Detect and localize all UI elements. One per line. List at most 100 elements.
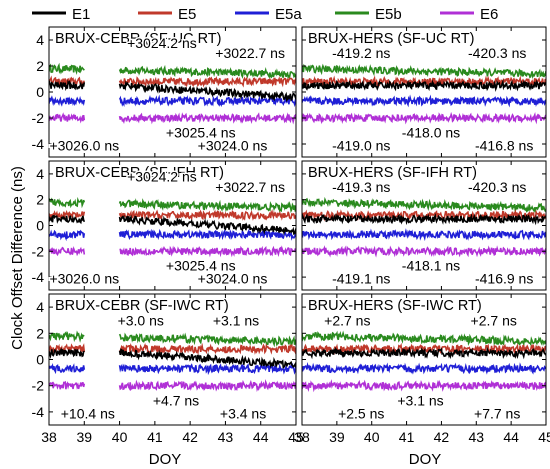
y-tick-label: 0 bbox=[36, 84, 44, 100]
series-line-e1 bbox=[302, 78, 546, 92]
annotation-label: +3024.2 ns bbox=[127, 35, 197, 51]
series-line-e6 bbox=[118, 378, 296, 392]
annotation-label: +3025.4 ns bbox=[166, 258, 236, 274]
annotation-label: -419.1 ns bbox=[332, 271, 390, 287]
series-group bbox=[49, 330, 296, 392]
panel-title: BRUX-HERS (SF-IWC RT) bbox=[308, 298, 482, 314]
annotation-label: -420.3 ns bbox=[468, 45, 526, 61]
y-tick-label: 0 bbox=[36, 218, 44, 234]
panel-2: BRUX-HERS (SF-UC RT)-419.2 ns -420.3 ns -4… bbox=[301, 26, 547, 158]
legend-label-e5: E5 bbox=[178, 6, 196, 23]
x-tick-label: 43 bbox=[468, 429, 484, 445]
series-line-e5b bbox=[302, 196, 546, 214]
series-line-e1 bbox=[49, 79, 86, 92]
annotation-label: +3024.0 ns bbox=[198, 138, 268, 154]
y-tick-label: -4 bbox=[32, 136, 45, 152]
y-tick-label: -4 bbox=[32, 269, 45, 285]
y-tick-label: -2 bbox=[32, 243, 45, 259]
x-tick-label: 42 bbox=[182, 429, 198, 445]
annotation-label: -418.1 ns bbox=[402, 258, 460, 274]
series-line-e5b bbox=[49, 196, 86, 209]
series-line-e5a bbox=[118, 228, 296, 241]
series-line-e5a bbox=[49, 363, 86, 375]
series-line-e5a bbox=[302, 228, 546, 242]
annotation-label: +10.4 ns bbox=[61, 405, 115, 421]
x-tick-label: 43 bbox=[218, 429, 234, 445]
series-line-e5a bbox=[49, 229, 86, 242]
x-axis-label-left: DOY bbox=[149, 451, 182, 468]
annotation-label: +3025.4 ns bbox=[166, 125, 236, 141]
series-line-e1 bbox=[302, 346, 546, 360]
y-tick-label: 4 bbox=[36, 299, 44, 315]
legend-label-e6: E6 bbox=[480, 6, 498, 23]
x-tick-label: 40 bbox=[112, 429, 128, 445]
x-tick-label: 41 bbox=[399, 429, 415, 445]
series-line-e1 bbox=[49, 214, 86, 225]
y-tick-label: 2 bbox=[36, 192, 44, 208]
legend-label-e5b: E5b bbox=[375, 6, 402, 23]
series-line-e5a bbox=[302, 94, 546, 108]
annotation-label: -418.0 ns bbox=[402, 125, 460, 141]
x-tick-label: 39 bbox=[76, 429, 92, 445]
annotation-label: +3024.0 ns bbox=[198, 271, 268, 287]
x-axis-label-right: DOY bbox=[409, 451, 442, 468]
series-line-e5b bbox=[302, 63, 546, 80]
annotation-label: +3024.2 ns bbox=[127, 169, 197, 185]
y-tick-label: -4 bbox=[32, 404, 45, 420]
series-line-e1 bbox=[118, 80, 296, 103]
y-tick-label: -2 bbox=[32, 378, 45, 394]
annotation-label: +3026.0 ns bbox=[49, 138, 119, 154]
annotation-label: +2.7 ns bbox=[471, 312, 517, 328]
series-line-e1 bbox=[302, 213, 546, 226]
series-line-e5a bbox=[118, 94, 296, 108]
series-line-e5b bbox=[302, 330, 546, 347]
series-group bbox=[302, 63, 546, 125]
x-tick-label: 42 bbox=[434, 429, 450, 445]
series-line-e5 bbox=[49, 75, 86, 87]
annotation-label: -416.8 ns bbox=[475, 138, 533, 154]
panel-1: 4 2 0 -2 -4 BRUX-CEBR (SF-UC RT)+3024.2 ns +30… bbox=[32, 26, 297, 158]
y-tick-label: 2 bbox=[36, 58, 44, 74]
annotation-label: -419.3 ns bbox=[332, 179, 390, 195]
panel-title: BRUX-CEBR (SF-IFH RT) bbox=[55, 165, 224, 181]
series-line-e5a bbox=[118, 362, 296, 376]
y-tick-label: 0 bbox=[36, 352, 44, 368]
y-axis-label: Clock Offset Difference (ns) bbox=[9, 166, 26, 350]
series-line-e1 bbox=[49, 347, 85, 360]
series-group bbox=[302, 196, 546, 258]
annotation-label: -420.3 ns bbox=[468, 179, 526, 195]
series-line-e5 bbox=[118, 75, 296, 88]
x-tick-label: 45 bbox=[288, 429, 304, 445]
annotation-label: -416.9 ns bbox=[475, 271, 533, 287]
x-tick-label: 40 bbox=[364, 429, 380, 445]
annotation-label: +3.4 ns bbox=[220, 405, 266, 421]
annotation-label: +2.7 ns bbox=[324, 312, 370, 328]
annotation-label: +2.5 ns bbox=[338, 405, 384, 421]
series-line-e5b bbox=[118, 332, 296, 348]
annotation-label: +3.1 ns bbox=[213, 312, 259, 328]
x-tick-label: 45 bbox=[538, 429, 550, 445]
x-tick-label: 38 bbox=[41, 429, 57, 445]
series-line-e6 bbox=[49, 380, 86, 390]
series-group bbox=[49, 62, 296, 125]
annotation-label: +3022.7 ns bbox=[215, 45, 285, 61]
panel-title: BRUX-CEBR (SF-IWC RT) bbox=[55, 298, 229, 314]
series-line-e5b bbox=[118, 198, 296, 214]
annotation-label: +4.7 ns bbox=[153, 392, 199, 408]
x-tick-label: 38 bbox=[294, 429, 310, 445]
x-tick-label: 41 bbox=[147, 429, 163, 445]
annotation-label: +3022.7 ns bbox=[215, 179, 285, 195]
annotation-label: -419.0 ns bbox=[332, 138, 390, 154]
series-line-e5a bbox=[49, 95, 86, 107]
series-line-e5b bbox=[49, 330, 85, 343]
series-line-e6 bbox=[302, 379, 546, 393]
x-tick-label: 39 bbox=[329, 429, 345, 445]
annotation-label: -419.2 ns bbox=[332, 45, 390, 61]
series-line-e1 bbox=[118, 214, 296, 236]
x-tick-label: 44 bbox=[503, 429, 519, 445]
panel-3: 4 2 0 -2 -4 BRUX-CEBR (SF-IFH RT)+3024.2 ns +3… bbox=[32, 160, 297, 291]
series-line-e5b bbox=[118, 64, 296, 80]
